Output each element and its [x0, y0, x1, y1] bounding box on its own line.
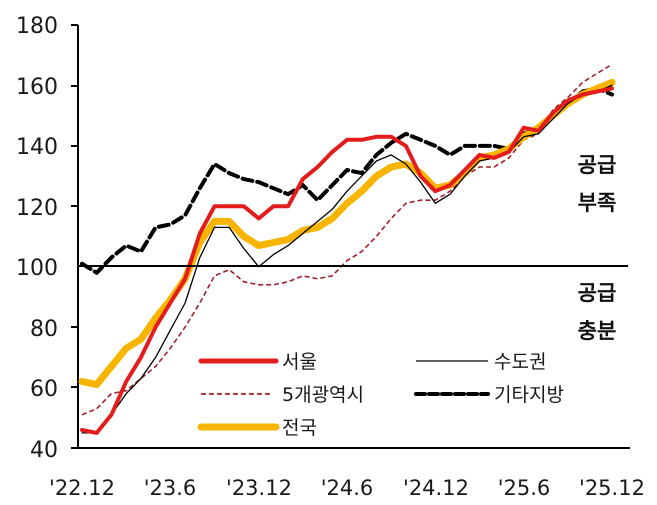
y-tick-40: 40 [30, 438, 58, 463]
legend-label-other-regions: 기타지방 [494, 384, 564, 406]
y-tick-100: 100 [16, 256, 58, 281]
y-tick-140: 140 [16, 135, 58, 160]
annotation-sufficient-line1: 공급 [578, 281, 617, 305]
series-layer [78, 63, 616, 435]
x-tick-label: '24.6 [321, 476, 374, 500]
y-tick-160: 160 [16, 75, 58, 100]
annotation-shortage-line1: 공급 [578, 153, 617, 177]
legend-label-five-metros: 5개광역시 [282, 384, 364, 406]
y-tick-180: 180 [16, 14, 58, 39]
x-tick-label: '24.12 [403, 476, 469, 500]
annotation-shortage-line2: 부족 [578, 191, 617, 215]
legend: 서울 5개광역시 전국 수도권 기타지방 [197, 351, 564, 439]
supply-annotations: 공급 부족 공급 충분 [578, 153, 617, 343]
x-tick-label: '25.6 [498, 476, 551, 500]
legend-label-capital-area: 수도권 [494, 351, 546, 373]
series-line-seoul [80, 86, 614, 435]
x-tick-label: '22.12 [49, 476, 115, 500]
x-tick-label: '25.12 [579, 476, 645, 500]
legend-label-nationwide: 전국 [282, 417, 317, 439]
y-axis-tick-labels: 180 160 140 120 100 80 60 40 [16, 14, 58, 463]
axes [71, 24, 630, 449]
y-tick-120: 120 [16, 196, 58, 221]
x-tick-label: '23.6 [144, 476, 197, 500]
annotation-sufficient-line2: 충분 [578, 319, 617, 343]
series-line-capital-area [81, 84, 613, 434]
x-axis-tick-labels: '22.12 '23.6 '23.12 '24.6 '24.12 '25.6 '… [49, 476, 645, 500]
series-line-other-regions [80, 86, 614, 275]
y-tick-60: 60 [30, 377, 58, 402]
y-tick-80: 80 [30, 317, 58, 342]
x-tick-label: '23.12 [226, 476, 292, 500]
legend-label-seoul: 서울 [282, 351, 317, 373]
